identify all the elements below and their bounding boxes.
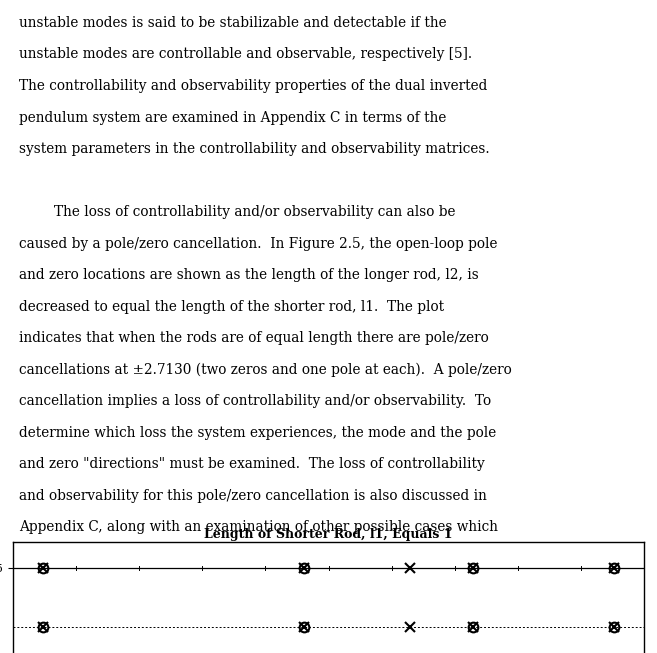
Text: determine which loss the system experiences, the mode and the pole: determine which loss the system experien… xyxy=(20,426,497,439)
Text: caused by a pole/zero cancellation.  In Figure 2.5, the open-loop pole: caused by a pole/zero cancellation. In F… xyxy=(20,236,498,251)
Text: cancellations at ±2.7130 (two zeros and one pole at each).  A pole/zero: cancellations at ±2.7130 (two zeros and … xyxy=(20,362,512,377)
Text: and zero "directions" must be examined.  The loss of controllability: and zero "directions" must be examined. … xyxy=(20,457,486,471)
Text: and observability for this pole/zero cancellation is also discussed in: and observability for this pole/zero can… xyxy=(20,488,487,503)
Text: unstable modes is said to be stabilizable and detectable if the: unstable modes is said to be stabilizabl… xyxy=(20,16,447,30)
Text: Appendix C, along with an examination of other possible cases which: Appendix C, along with an examination of… xyxy=(20,520,499,534)
Title: Length of Shorter Rod, l1, Equals 1: Length of Shorter Rod, l1, Equals 1 xyxy=(204,528,453,541)
Text: cancellation implies a loss of controllability and/or observability.  To: cancellation implies a loss of controlla… xyxy=(20,394,491,408)
Text: indicates that when the rods are of equal length there are pole/zero: indicates that when the rods are of equa… xyxy=(20,331,489,345)
Text: system parameters in the controllability and observability matrices.: system parameters in the controllability… xyxy=(20,142,490,156)
Text: and zero locations are shown as the length of the longer rod, l2, is: and zero locations are shown as the leng… xyxy=(20,268,479,282)
Text: unstable modes are controllable and observable, respectively [5].: unstable modes are controllable and obse… xyxy=(20,48,472,61)
Text: The controllability and observability properties of the dual inverted: The controllability and observability pr… xyxy=(20,79,487,93)
Text: decreased to equal the length of the shorter rod, l1.  The plot: decreased to equal the length of the sho… xyxy=(20,300,445,313)
Text: The loss of controllability and/or observability can also be: The loss of controllability and/or obser… xyxy=(20,205,456,219)
Text: pendulum system are examined in Appendix C in terms of the: pendulum system are examined in Appendix… xyxy=(20,110,447,125)
